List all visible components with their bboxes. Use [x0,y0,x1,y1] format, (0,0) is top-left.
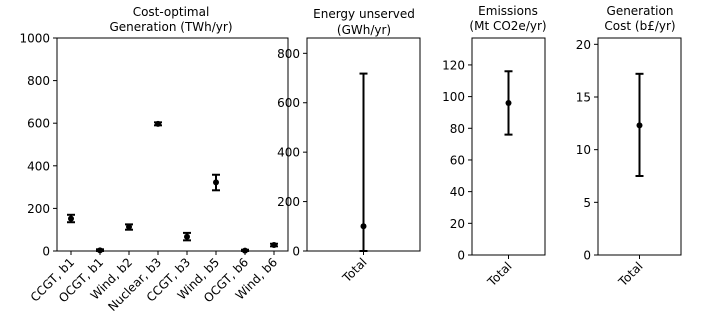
y-tick-label: 800 [277,47,300,61]
y-tick-label: 20 [576,38,591,52]
chart-title-line-1: Emissions [478,4,538,18]
y-tick-label: 80 [450,122,465,136]
x-tick-label: Total [615,259,645,289]
chart-panel-3: Emissions(Mt CO2e/yr) 0 20 40 60 80 100 120 Tota… [442,4,546,290]
data-point [97,247,103,254]
y-tick-label: 200 [27,202,50,216]
data-point [155,120,161,127]
y-tick-label: 600 [27,117,50,131]
y-tick-label: 800 [27,74,50,88]
y-tick-label: 15 [576,90,591,104]
y-tick-label: 400 [27,159,50,173]
y-tick-label: 0 [583,249,591,263]
data-point [68,215,74,222]
plot-frame [56,37,289,252]
data-point [271,242,277,249]
y-tick-label: 60 [450,153,465,167]
x-tick-label: Total [339,255,369,285]
chart-title-line-2: Generation (TWh/yr) [110,20,233,34]
y-tick-label: 400 [277,146,300,160]
y-tick-label: 0 [457,249,465,263]
chart-title-line-2: (GWh/yr) [337,23,391,37]
data-point [636,122,643,129]
data-point [126,223,132,230]
chart-title-line-2: (Mt CO2e/yr) [469,19,546,33]
chart-panel-2: Energy unserved (GWh/yr) 0 200 400 600 800 Tota… [277,7,421,286]
x-tick-label: Total [484,259,514,289]
y-tick-label: 200 [277,195,300,209]
y-tick-label: 0 [42,245,50,259]
data-point [242,247,248,254]
chart-title-line-2: Cost (b£/yr) [604,19,675,33]
y-tick-label: 40 [450,185,465,199]
y-tick-label: 100 [442,90,465,104]
y-tick-label: 20 [450,217,465,231]
data-point [213,179,219,186]
data-point [184,233,190,240]
y-tick-label: 5 [583,196,591,210]
y-tick-label: 10 [576,143,591,157]
chart-title-line-1: Generation [607,4,674,18]
data-point [360,223,367,230]
data-point [505,99,512,106]
y-tick-label: 1000 [19,32,50,46]
y-tick-label: 120 [442,58,465,72]
chart-title-line-1: Cost-optimal [133,5,210,19]
chart-title-line-1: Energy unserved [313,7,415,21]
y-tick-label: 0 [292,245,300,259]
y-tick-label: 600 [277,96,300,110]
